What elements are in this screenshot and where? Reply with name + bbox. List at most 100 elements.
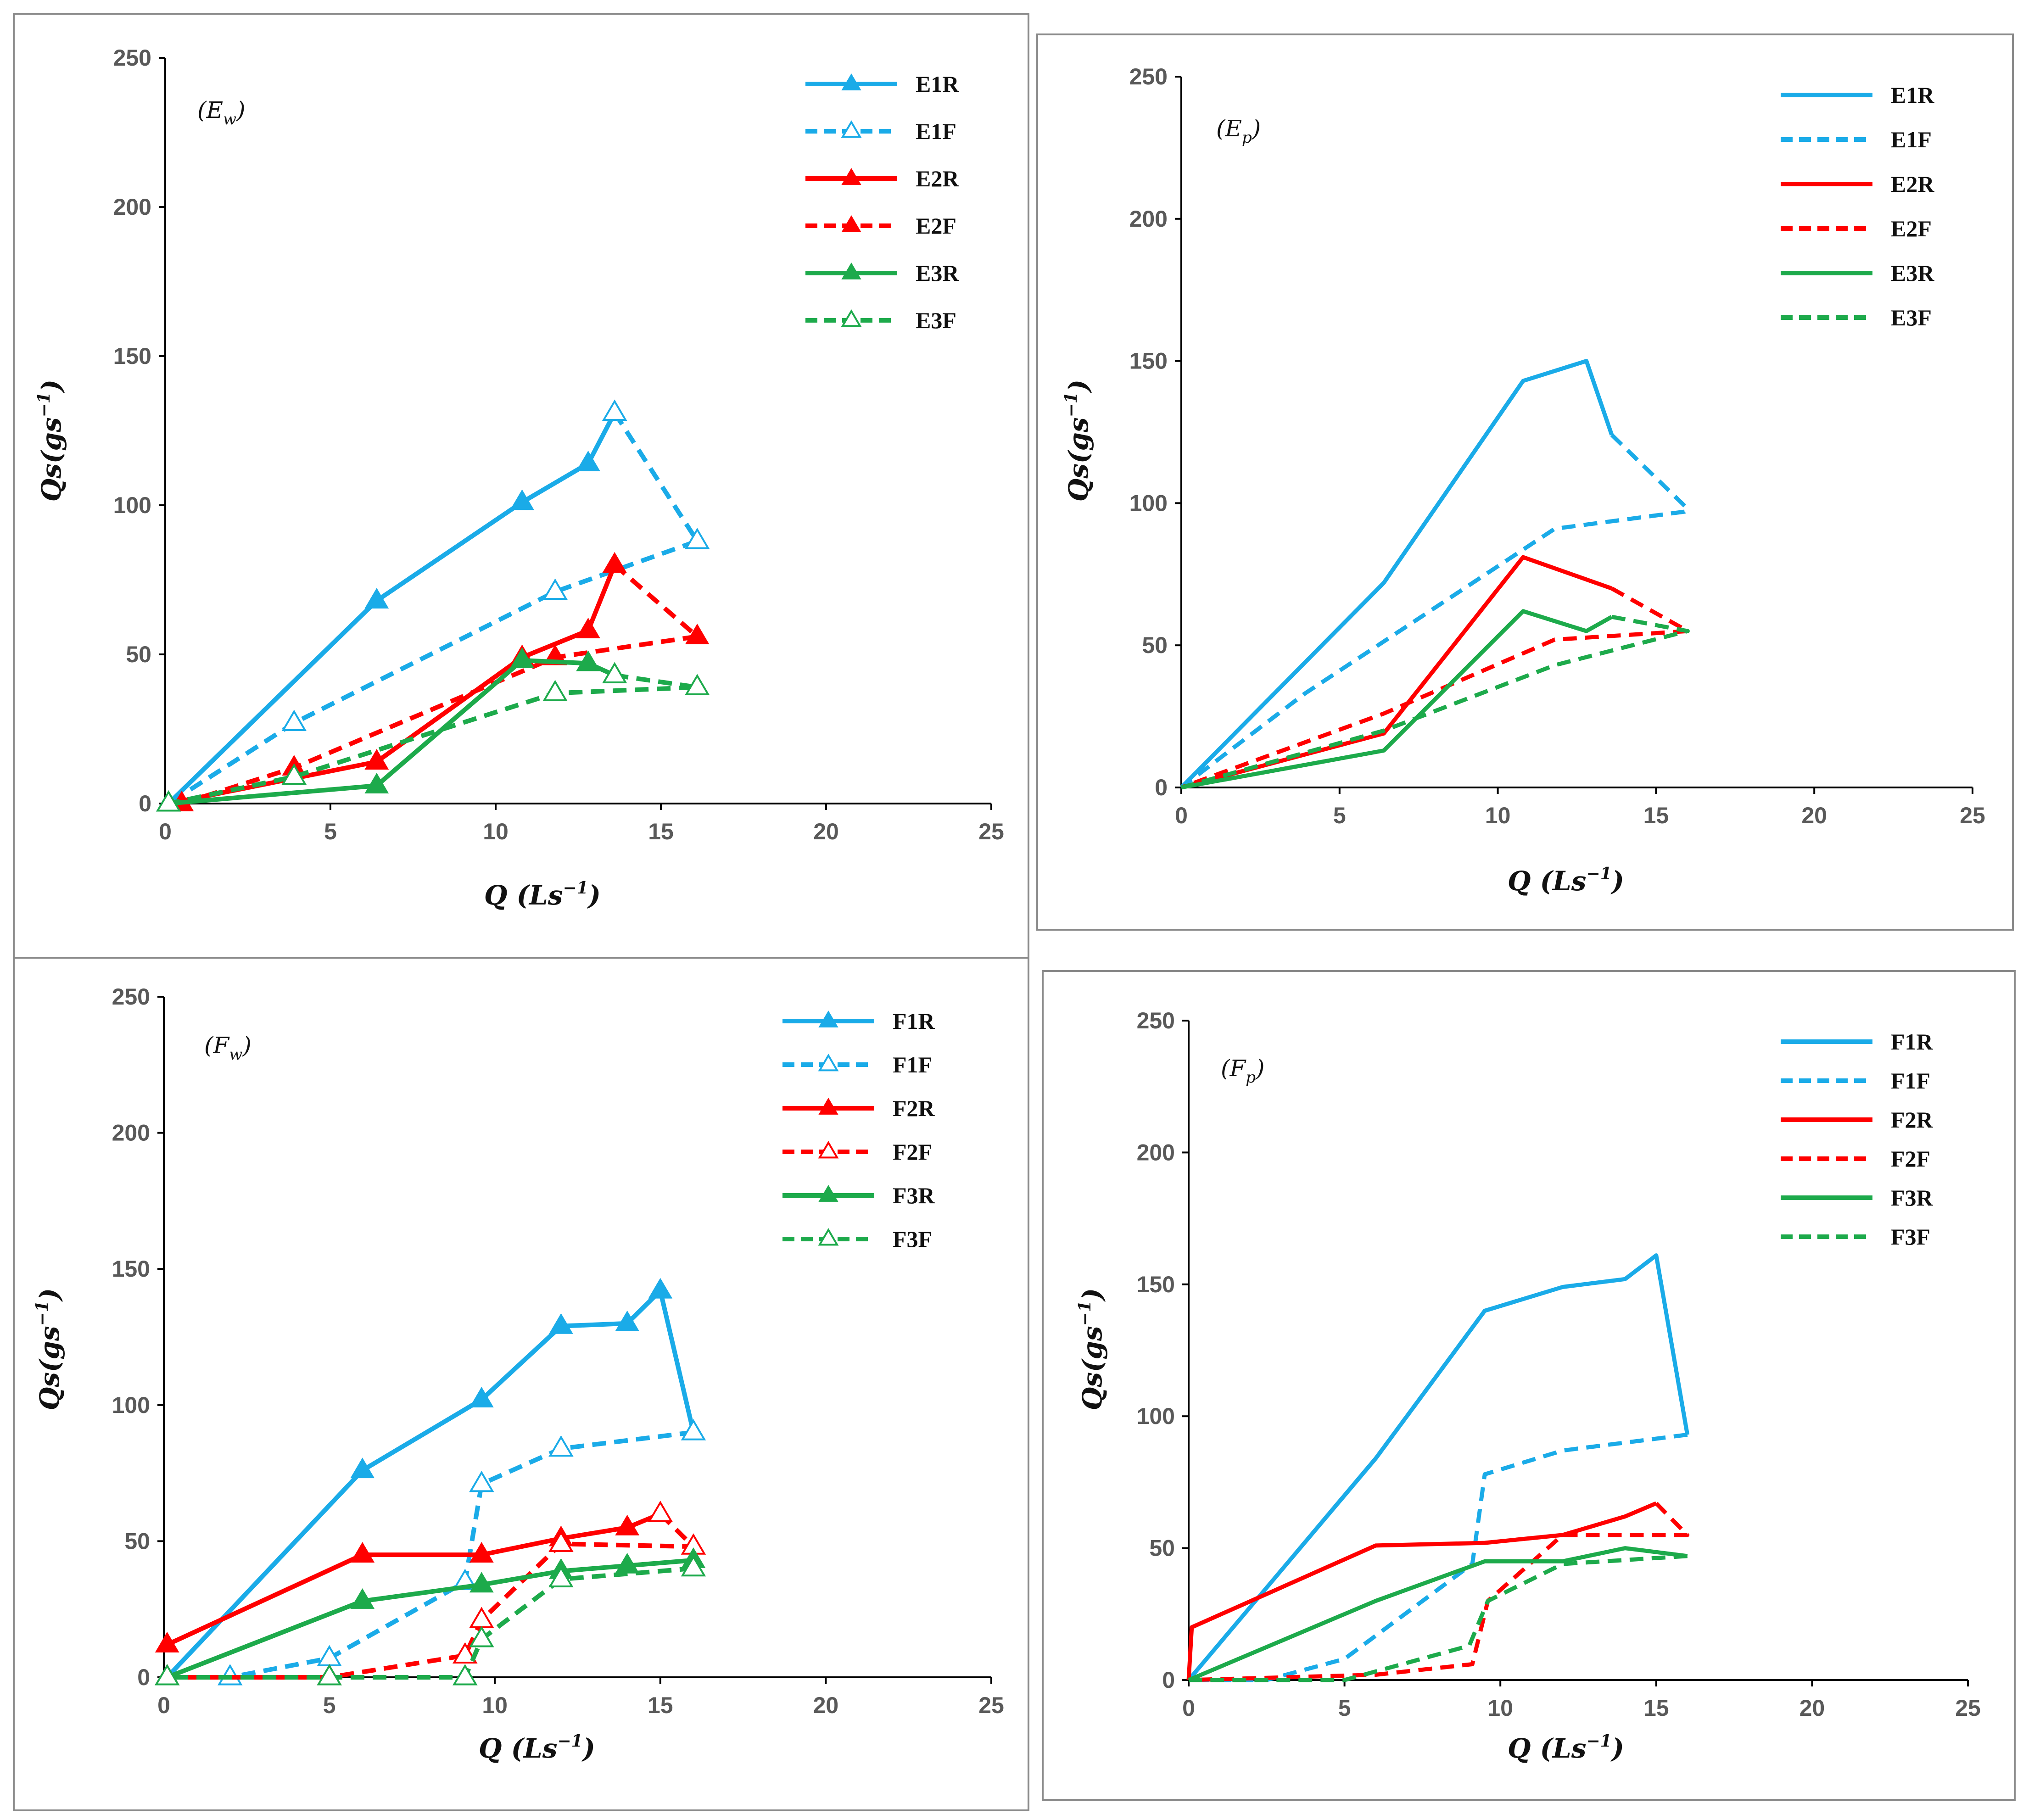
series-E3F: [1180, 614, 1690, 790]
legend-item: E3R: [805, 260, 959, 286]
data-point: [818, 1185, 838, 1202]
data-point: [841, 309, 862, 327]
legend-label: F2F: [893, 1139, 932, 1165]
legend-label: F1F: [893, 1052, 932, 1077]
series-F1R: [155, 1278, 706, 1685]
y-tick-label: 250: [113, 45, 151, 71]
series-line: [1179, 359, 1614, 789]
y-tick-label: 150: [1129, 348, 1168, 374]
legend-label: E3F: [916, 307, 956, 333]
y-tick-label: 0: [1162, 1667, 1175, 1693]
x-axis-title: Q (Ls−1): [479, 1731, 595, 1764]
x-tick-label: 20: [1799, 1695, 1825, 1721]
data-point: [542, 680, 568, 701]
legend-item: F1R: [782, 1008, 935, 1034]
y-tick-label: 150: [1137, 1272, 1175, 1297]
y-tick-label: 250: [1137, 1008, 1175, 1033]
data-point: [542, 578, 568, 600]
x-axis-title: Q (Ls−1): [1508, 864, 1624, 897]
data-point: [154, 1664, 180, 1686]
data-point: [469, 1470, 494, 1492]
legend-item: E1F: [1781, 127, 1932, 152]
y-tick-label: 50: [126, 642, 151, 667]
data-point: [576, 451, 600, 471]
series-line: [168, 564, 617, 806]
legend-label: E2R: [1891, 171, 1934, 197]
data-point: [350, 1457, 375, 1479]
data-point: [281, 763, 307, 785]
series-line: [1180, 433, 1690, 789]
series-line: [1188, 1546, 1688, 1682]
x-axis-title: Q (Ls−1): [484, 878, 601, 911]
x-tick-label: 0: [157, 1692, 170, 1718]
y-axis-title: Qs(gs−1): [33, 1288, 65, 1411]
legend-item: E2F: [1781, 216, 1932, 241]
y-axis-title: Qs(gs−1): [34, 380, 67, 502]
legend-label: E2F: [1891, 216, 1932, 241]
x-tick-label: 25: [1955, 1695, 1981, 1721]
legend-label: E1F: [1891, 127, 1932, 152]
series-F3R: [1188, 1546, 1688, 1682]
y-tick-label: 100: [113, 492, 151, 518]
data-point: [684, 674, 710, 695]
y-tick-label: 100: [1137, 1403, 1175, 1429]
y-tick-label: 200: [113, 194, 151, 220]
legend-label: E3F: [1891, 305, 1932, 330]
legend-item: E3F: [805, 307, 956, 333]
data-point: [602, 552, 627, 573]
data-point: [156, 790, 181, 812]
legend-item: F3F: [782, 1226, 932, 1252]
x-tick-label: 15: [648, 1692, 673, 1718]
data-point: [615, 1310, 640, 1331]
series-E2F: [169, 552, 710, 811]
x-tick-label: 5: [323, 1692, 336, 1718]
x-tick-label: 25: [978, 819, 1004, 844]
series-F1R: [1187, 1253, 1690, 1681]
data-point: [281, 709, 307, 731]
legend-item: F1R: [1781, 1029, 1934, 1055]
data-point: [818, 1010, 838, 1027]
data-point: [685, 624, 710, 644]
data-point: [549, 1313, 573, 1334]
y-tick-label: 50: [124, 1528, 150, 1554]
series-F3F: [1189, 1554, 1688, 1682]
legend-label: E3R: [916, 260, 959, 286]
series-E1R: [1179, 359, 1614, 789]
x-tick-label: 10: [1485, 803, 1511, 828]
panel-label: (Ep): [1216, 115, 1261, 147]
data-point: [818, 1141, 839, 1159]
data-point: [453, 1642, 478, 1664]
series-E1F: [156, 399, 710, 812]
legend-item: F3F: [1781, 1224, 1930, 1250]
legend-label: F1R: [893, 1008, 935, 1034]
legend-item: F1F: [1781, 1068, 1930, 1094]
data-point: [350, 1542, 375, 1563]
y-tick-label: 200: [112, 1120, 150, 1146]
legend-item: F2R: [782, 1095, 935, 1121]
legend-item: F2F: [1781, 1146, 1930, 1172]
data-point: [648, 1278, 673, 1299]
x-tick-label: 0: [1182, 1695, 1195, 1721]
y-tick-label: 200: [1129, 206, 1168, 232]
data-point: [453, 1664, 478, 1686]
x-tick-label: 15: [1643, 1695, 1669, 1721]
data-point: [548, 1566, 574, 1587]
legend-label: F1F: [1891, 1068, 1930, 1094]
y-tick-label: 200: [1137, 1139, 1175, 1165]
data-point: [469, 1625, 494, 1647]
data-point: [648, 1501, 673, 1522]
x-tick-label: 0: [1175, 803, 1188, 828]
series-F3F: [154, 1555, 706, 1686]
panel-label: (Ew): [197, 97, 246, 128]
panel-label: (Fw): [204, 1032, 251, 1064]
chart-2: 0 50 100 150 200 250 0 5 10 15 20 25 Q (Ls−1) Qs(gs−1…: [33, 984, 1004, 1764]
data-point: [510, 489, 534, 510]
legend-label: E1R: [916, 71, 959, 97]
x-tick-label: 5: [1333, 803, 1346, 828]
data-point: [818, 1098, 838, 1115]
data-point: [602, 662, 627, 683]
series-line: [1180, 555, 1613, 790]
data-point: [602, 399, 627, 421]
x-tick-label: 20: [813, 819, 839, 844]
y-tick-label: 0: [137, 1664, 150, 1690]
